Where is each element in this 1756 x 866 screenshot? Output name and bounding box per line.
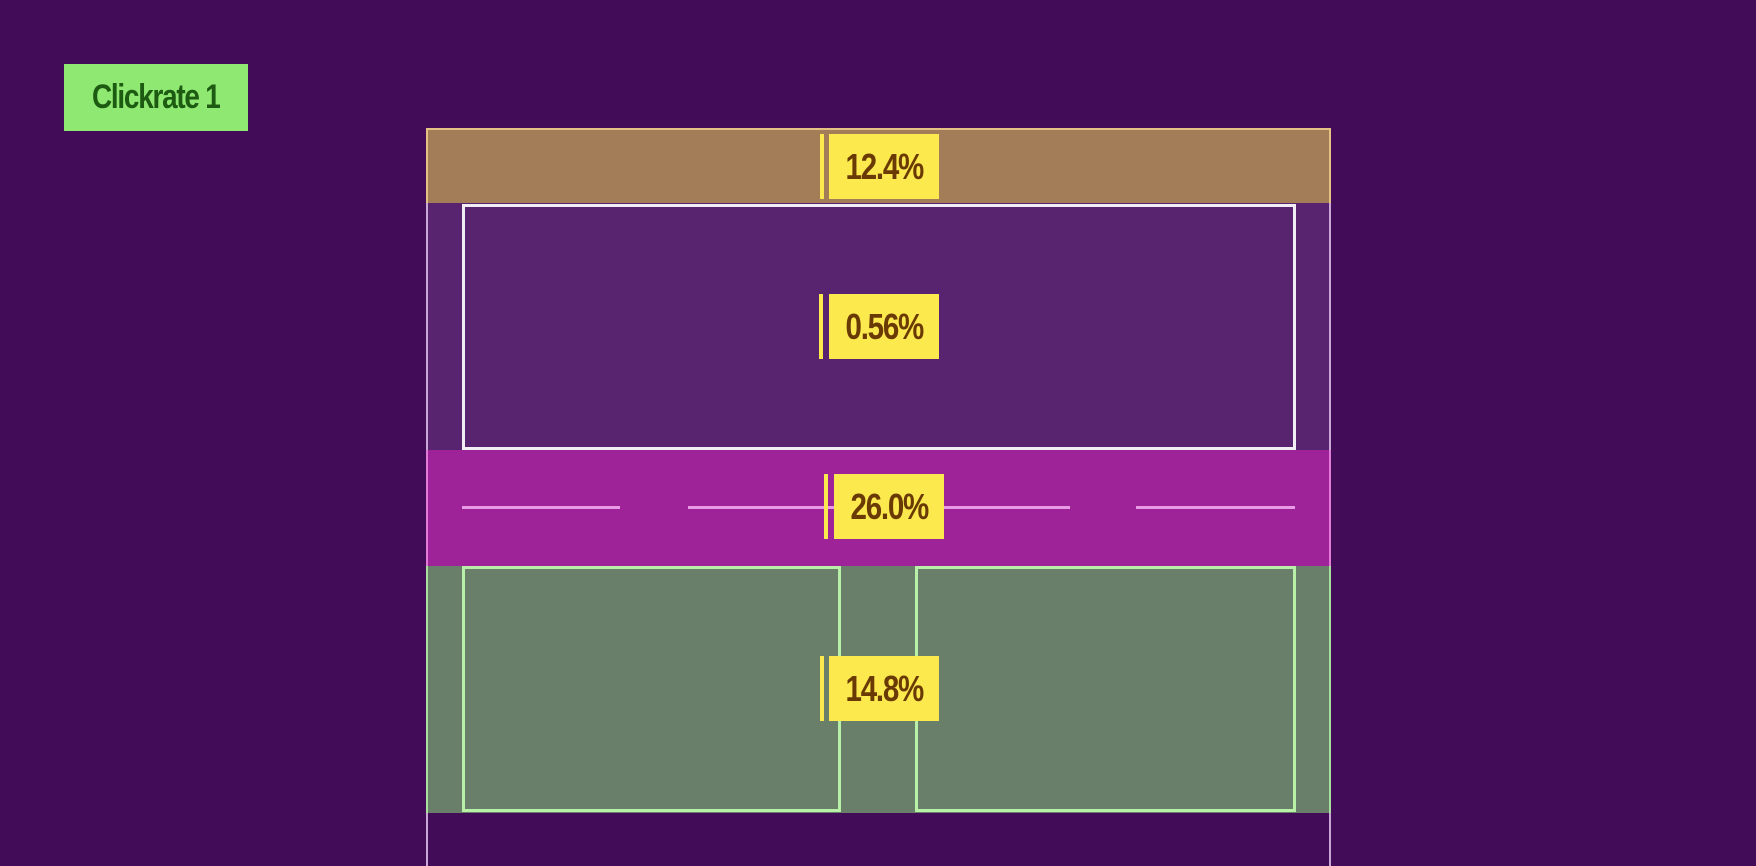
tag-text: 12.4% [845,145,924,187]
inner-box [462,204,1296,450]
tag: 0.56% [829,294,939,359]
tag-bar [820,656,824,721]
badge-text: Clickrate 1 [92,78,221,116]
tag-text: 14.8% [845,667,924,709]
tag: 12.4% [829,134,939,199]
tag-bar [819,294,823,359]
tag-bar [820,134,824,199]
tag-text: 0.56% [845,305,924,347]
tag: 26.0% [834,474,944,539]
tag-bar [824,474,828,539]
dash [462,506,620,509]
tag: 14.8% [829,656,939,721]
footer-box [915,566,1296,812]
dash [1136,506,1295,509]
badge[interactable]: Clickrate 1 [64,64,248,131]
footer-box [462,566,841,812]
tag-text: 26.0% [850,485,929,527]
